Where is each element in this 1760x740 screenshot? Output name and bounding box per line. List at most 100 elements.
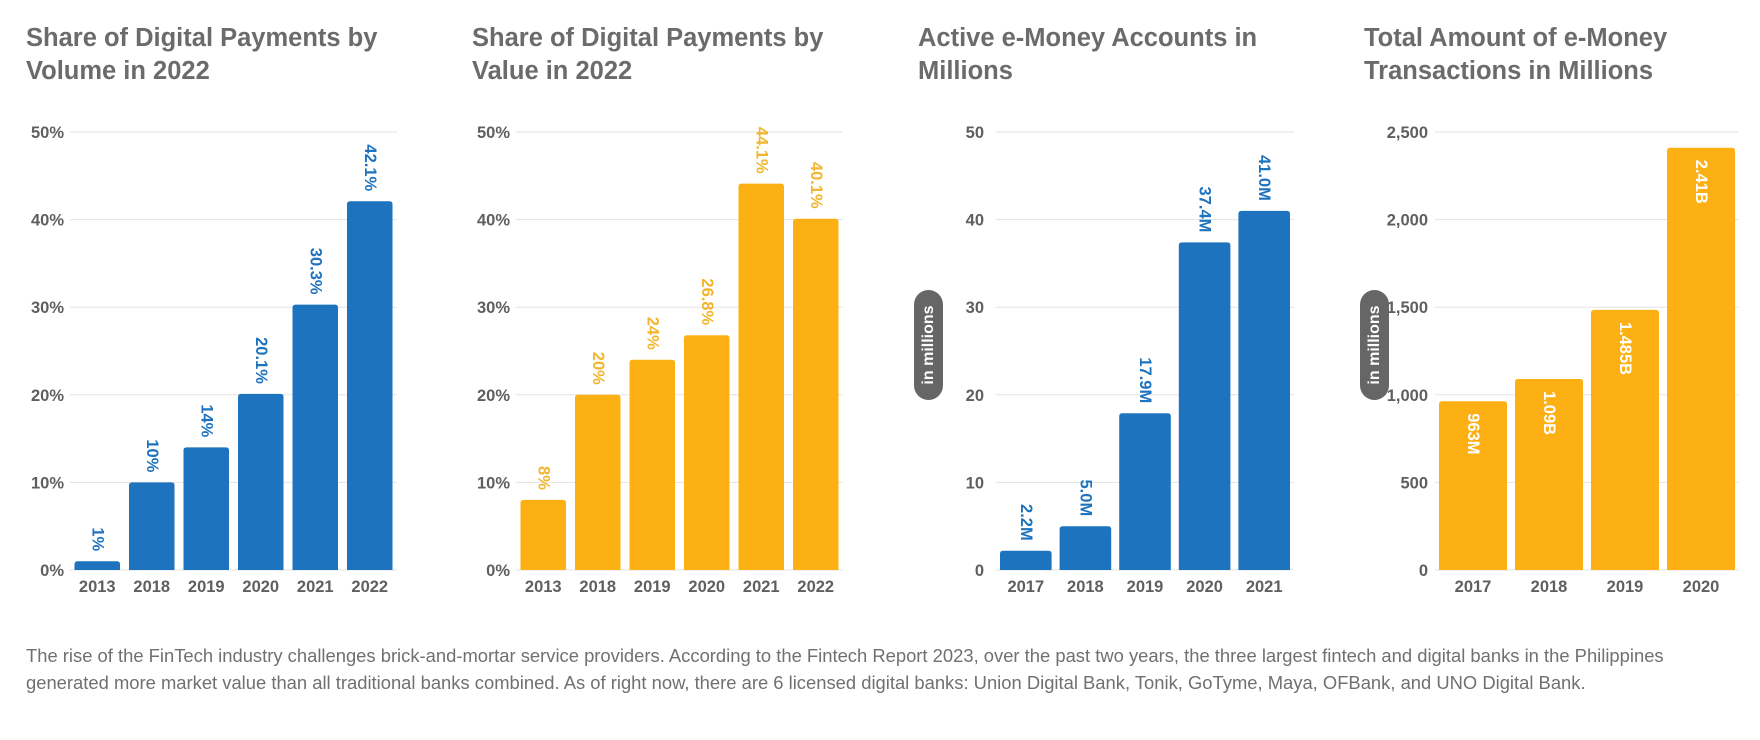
chart-panel-volume-share: Share of Digital Payments by Volume in 2… (0, 0, 440, 600)
bar (1000, 550, 1052, 570)
x-tick-label: 2022 (797, 578, 834, 596)
bar-chart-volume-share: 0% 10% 20% 30% 40% 50% 2013 1% 2018 10% 2019 14% 202… (31, 124, 397, 596)
y-tick-label: 500 (1400, 474, 1428, 492)
y-tick-label: 50 (966, 124, 984, 142)
bar (1059, 526, 1112, 570)
data-label: 17.9M (1136, 357, 1154, 403)
y-tick-label: 30% (477, 299, 510, 317)
bar (793, 218, 839, 570)
y-tick-label: 2,000 (1387, 212, 1428, 230)
x-tick-label: 2021 (297, 578, 334, 596)
data-label: 1.485B (1616, 322, 1634, 375)
data-label: 10% (143, 439, 161, 472)
y-tick-label: 50% (477, 124, 510, 142)
y-tick-label: 0% (40, 562, 64, 580)
bar (520, 499, 566, 570)
y-tick-label: 1,500 (1387, 299, 1428, 317)
data-label: 41.0M (1255, 155, 1273, 201)
data-label: 20% (589, 352, 607, 385)
data-label: 2.2M (1017, 504, 1035, 541)
x-tick-label: 2022 (351, 578, 388, 596)
y-tick-label: 40 (966, 212, 984, 230)
chart-title: Share of Digital Payments by Value in 20… (472, 24, 824, 85)
bar (238, 393, 284, 570)
chart-panel-emoney-transactions: Total Amount of e-Money Transactions in … (1338, 0, 1760, 600)
x-tick-label: 2013 (79, 578, 116, 596)
bar (129, 482, 175, 570)
x-tick-label: 2018 (579, 578, 616, 596)
y-tick-label: 20% (31, 387, 64, 405)
data-label: 5.0M (1076, 480, 1094, 517)
data-label: 40.1% (807, 162, 825, 209)
chart-title: Share of Digital Payments by Volume in 2… (26, 24, 378, 85)
y-tick-label: 30 (966, 299, 984, 317)
y-tick-label: 1,000 (1387, 387, 1428, 405)
bar (1178, 242, 1231, 570)
data-label: 20.1% (252, 337, 270, 384)
bar (292, 304, 338, 570)
data-label: 26.8% (698, 278, 716, 325)
y-tick-label: 20% (477, 387, 510, 405)
bar (684, 335, 730, 570)
y-tick-label: 20 (966, 387, 984, 405)
x-tick-label: 2021 (1246, 578, 1283, 596)
bar-chart-emoney-accounts: 0 10 20 30 40 50 2017 2.2M 2018 5.0M 2019 17.9M 2020… (966, 124, 1294, 596)
x-tick-label: 2019 (188, 578, 225, 596)
bar-chart-value-share: 0% 10% 20% 30% 40% 50% 2013 8% 2018 20% 2019 24% 202… (477, 124, 843, 596)
bar (183, 447, 229, 570)
y-tick-label: 40% (477, 212, 510, 230)
data-label: 42.1% (361, 144, 379, 191)
chart-title: Total Amount of e-Money Transactions in … (1364, 24, 1668, 85)
bar (1439, 401, 1507, 570)
x-tick-label: 2020 (688, 578, 725, 596)
bar (1515, 379, 1583, 570)
x-tick-label: 2020 (1186, 578, 1223, 596)
chart-panel-emoney-accounts: Active e-Money Accounts in Millions in m… (892, 0, 1332, 600)
data-label: 1% (88, 527, 106, 551)
data-label: 37.4M (1196, 187, 1214, 233)
x-tick-label: 2021 (743, 578, 780, 596)
bar (1238, 210, 1290, 570)
x-tick-label: 2020 (1683, 578, 1720, 596)
bar-chart-emoney-transactions: 0 500 1,000 1,500 2,000 2,500 2017 963M 2018 1.09… (1387, 124, 1739, 596)
unit-pill: in millions (914, 290, 943, 400)
y-tick-label: 0% (486, 562, 510, 580)
bar (738, 183, 784, 570)
y-tick-label: 50% (31, 124, 64, 142)
bar (1667, 147, 1735, 570)
y-tick-label: 10% (31, 474, 64, 492)
data-label: 963M (1464, 413, 1482, 454)
bar (629, 359, 675, 570)
x-tick-label: 2019 (634, 578, 671, 596)
y-tick-label: 10 (966, 474, 984, 492)
y-tick-label: 40% (31, 212, 64, 230)
unit-pill: in millions (1360, 290, 1389, 400)
x-tick-label: 2018 (1531, 578, 1568, 596)
x-tick-label: 2018 (1067, 578, 1104, 596)
x-tick-label: 2019 (1127, 578, 1164, 596)
bar (347, 201, 393, 571)
data-label: 1.09B (1540, 391, 1558, 435)
chart-title: Active e-Money Accounts in Millions (918, 24, 1258, 85)
y-tick-label: 2,500 (1387, 124, 1428, 142)
x-tick-label: 2020 (242, 578, 279, 596)
chart-panel-value-share: Share of Digital Payments by Value in 20… (446, 0, 886, 600)
data-label: 30.3% (306, 248, 324, 295)
data-label: 14% (197, 404, 215, 437)
bar (1119, 413, 1171, 570)
y-tick-label: 10% (477, 474, 510, 492)
caption-text: The rise of the FinTech industry challen… (26, 645, 1664, 693)
data-label: 2.41B (1692, 160, 1710, 204)
data-label: 24% (643, 317, 661, 350)
x-tick-label: 2019 (1607, 578, 1644, 596)
y-tick-label: 0 (975, 562, 984, 580)
data-label: 8% (534, 466, 552, 490)
x-tick-label: 2018 (133, 578, 170, 596)
bar (74, 561, 120, 570)
x-tick-label: 2017 (1007, 578, 1044, 596)
y-tick-label: 30% (31, 299, 64, 317)
data-label: 44.1% (752, 127, 770, 174)
x-tick-label: 2013 (525, 578, 562, 596)
y-tick-label: 0 (1419, 562, 1428, 580)
bar (575, 394, 621, 570)
